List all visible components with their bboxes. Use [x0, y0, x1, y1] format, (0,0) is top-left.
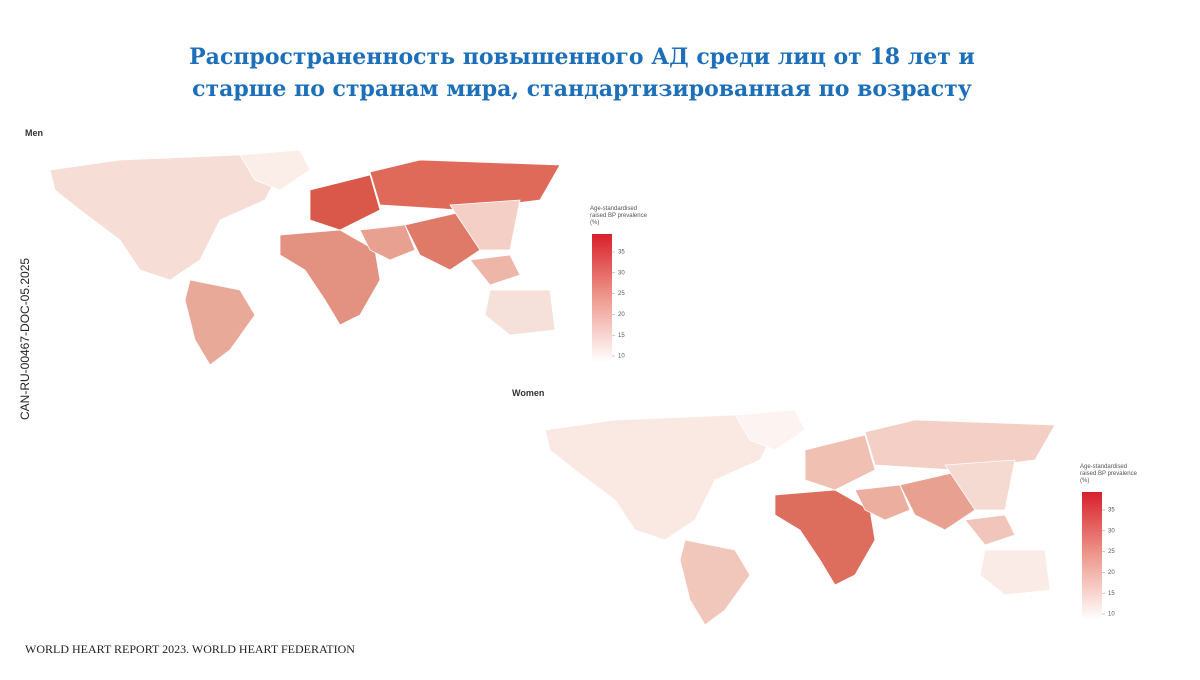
region	[679, 539, 751, 626]
legend-tick-label: 20	[1108, 570, 1115, 576]
world-map	[544, 409, 1056, 626]
region	[184, 279, 256, 366]
world-map	[49, 149, 561, 366]
legend-tick-label: 35	[618, 250, 625, 256]
document-code: CAN-RU-00467-DOC-05.2025	[18, 258, 32, 420]
legend-title: raised BP prevalence	[1080, 471, 1138, 477]
legend-title: Age-standardised	[590, 206, 637, 212]
title-line: Распространенность повышенного АД среди …	[189, 44, 975, 70]
region	[854, 484, 911, 521]
legend-tick-label: 15	[618, 333, 625, 339]
region	[734, 409, 806, 451]
legend-tick-label: 25	[618, 291, 625, 297]
legend-colorbar	[592, 234, 612, 362]
legend-tick-label: 25	[1108, 549, 1115, 555]
map-label: Men	[25, 128, 43, 138]
legend-tick-label: 20	[618, 312, 625, 318]
region	[469, 254, 521, 286]
legend-title: Age-standardised	[1080, 464, 1127, 470]
region	[309, 174, 381, 231]
region	[964, 514, 1016, 546]
map-label: Women	[512, 388, 544, 398]
region	[279, 229, 381, 326]
region	[49, 154, 281, 281]
region	[484, 289, 556, 336]
legend-tick-label: 30	[618, 270, 625, 276]
title-line: старше по странам мира, стандартизирован…	[192, 76, 972, 102]
legend-title: raised BP prevalence	[590, 213, 648, 219]
region	[804, 434, 876, 491]
region	[979, 549, 1051, 596]
source: WORLD HEART REPORT 2023. WORLD HEART FED…	[25, 642, 355, 656]
region	[544, 414, 776, 541]
region	[239, 149, 311, 191]
region	[864, 419, 1056, 471]
legend-title: (%)	[1080, 478, 1089, 484]
legend-tick-label: 35	[1108, 508, 1115, 514]
legend-tick-label: 10	[1108, 612, 1115, 618]
region	[369, 159, 561, 211]
legend-tick-label: 15	[1108, 591, 1115, 597]
region	[449, 199, 521, 251]
region	[944, 459, 1016, 511]
legend-title: (%)	[590, 220, 599, 226]
region	[774, 489, 876, 586]
legend-tick-label: 10	[618, 354, 625, 360]
region	[359, 224, 416, 261]
legend-colorbar	[1082, 492, 1102, 620]
legend-tick-label: 30	[1108, 528, 1115, 534]
